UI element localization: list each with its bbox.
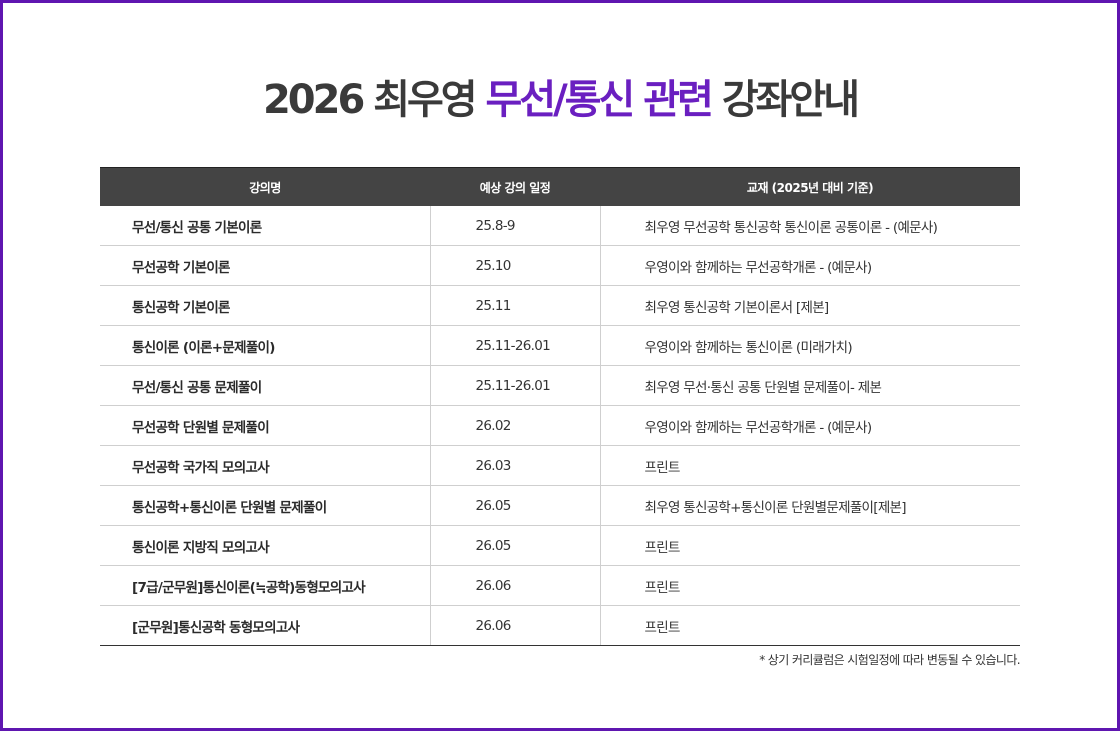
header-course-name: 강의명 — [100, 167, 430, 206]
table-header-row: 강의명 예상 강의 일정 교재 (2025년 대비 기준) — [100, 167, 1020, 206]
table-row: 무선/통신 공통 문제풀이 25.11-26.01 최우영 무선·통신 공통 단원별… — [100, 365, 1020, 406]
title-part2: 강좌안내 — [721, 77, 860, 123]
course-name-cell: 무선/통신 공통 기본이론 — [100, 206, 430, 246]
table-row: 무선공학 기본이론 25.10 우영이와 함께하는 무선공학개론 - (예문사) — [100, 245, 1020, 286]
schedule-cell: 25.8-9 — [429, 206, 601, 246]
textbook-cell: 프린트 — [600, 565, 1020, 606]
table-row: 통신이론 (이론+문제풀이) 25.11-26.01 우영이와 함께하는 통신이론 … — [100, 325, 1020, 366]
textbook-cell: 최우영 통신공학 기본이론서 [제본] — [600, 285, 1020, 326]
schedule-cell: 25.11-26.01 — [429, 325, 601, 366]
table-row: [군무원]통신공학 동형모의고사 26.06 프린트 — [100, 605, 1020, 646]
schedule-cell: 25.10 — [429, 245, 601, 286]
textbook-cell: 우영이와 함께하는 무선공학개론 - (예문사) — [600, 245, 1020, 286]
textbook-cell: 프린트 — [600, 525, 1020, 566]
textbook-cell: 우영이와 함께하는 통신이론 (미래가치) — [600, 325, 1020, 366]
table-row: 무선/통신 공통 기본이론 25.8-9 최우영 무선공학 통신공학 통신이론 공통… — [100, 206, 1020, 246]
course-name-cell: 통신이론 (이론+문제풀이) — [100, 325, 430, 366]
schedule-cell: 26.05 — [429, 485, 601, 526]
course-name-cell: 통신공학+통신이론 단원별 문제풀이 — [100, 485, 430, 526]
schedule-cell: 26.03 — [429, 445, 601, 486]
curriculum-table: 강의명 예상 강의 일정 교재 (2025년 대비 기준) 무선/통신 공통 기… — [100, 167, 1020, 646]
course-name-cell: 무선/통신 공통 문제풀이 — [100, 365, 430, 406]
course-name-cell: [7급/군무원]통신이론(≒공학)동형모의고사 — [100, 565, 430, 606]
header-textbook: 교재 (2025년 대비 기준) — [600, 167, 1020, 206]
table-row: 무선공학 국가직 모의고사 26.03 프린트 — [100, 445, 1020, 486]
schedule-cell: 26.06 — [429, 565, 601, 606]
schedule-cell: 26.06 — [429, 605, 601, 646]
table-row: 통신이론 지방직 모의고사 26.05 프린트 — [100, 525, 1020, 566]
course-name-cell: [군무원]통신공학 동형모의고사 — [100, 605, 430, 646]
table-row: 통신공학 기본이론 25.11 최우영 통신공학 기본이론서 [제본] — [100, 285, 1020, 326]
schedule-cell: 25.11 — [429, 285, 601, 326]
footnote: * 상기 커리큘럼은 시험일정에 따라 변동될 수 있습니다. — [759, 653, 1020, 667]
textbook-cell: 최우영 통신공학+통신이론 단원별문제풀이[제본] — [600, 485, 1020, 526]
course-name-cell: 통신이론 지방직 모의고사 — [100, 525, 430, 566]
textbook-cell: 프린트 — [600, 445, 1020, 486]
schedule-cell: 25.11-26.01 — [429, 365, 601, 406]
title-part1: 2026 최우영 — [262, 77, 478, 123]
table-row: [7급/군무원]통신이론(≒공학)동형모의고사 26.06 프린트 — [100, 565, 1020, 606]
textbook-cell: 프린트 — [600, 605, 1020, 646]
table-row: 통신공학+통신이론 단원별 문제풀이 26.05 최우영 통신공학+통신이론 단원별… — [100, 485, 1020, 526]
page-title: 2026 최우영 무선/통신 관련 강좌안내 — [0, 72, 1120, 128]
course-name-cell: 무선공학 국가직 모의고사 — [100, 445, 430, 486]
course-name-cell: 무선공학 기본이론 — [100, 245, 430, 286]
schedule-cell: 26.02 — [429, 405, 601, 446]
textbook-cell: 우영이와 함께하는 무선공학개론 - (예문사) — [600, 405, 1020, 446]
textbook-cell: 최우영 무선·통신 공통 단원별 문제풀이- 제본 — [600, 365, 1020, 406]
table-row: 무선공학 단원별 문제풀이 26.02 우영이와 함께하는 무선공학개론 - (예문… — [100, 405, 1020, 446]
table-body: 무선/통신 공통 기본이론 25.8-9 최우영 무선공학 통신공학 통신이론 공통… — [100, 206, 1020, 646]
header-schedule: 예상 강의 일정 — [430, 167, 600, 206]
textbook-cell: 최우영 무선공학 통신공학 통신이론 공통이론 - (예문사) — [600, 206, 1020, 246]
course-name-cell: 통신공학 기본이론 — [100, 285, 430, 326]
course-name-cell: 무선공학 단원별 문제풀이 — [100, 405, 430, 446]
title-highlight: 무선/통신 관련 — [485, 77, 714, 123]
schedule-cell: 26.05 — [429, 525, 601, 566]
